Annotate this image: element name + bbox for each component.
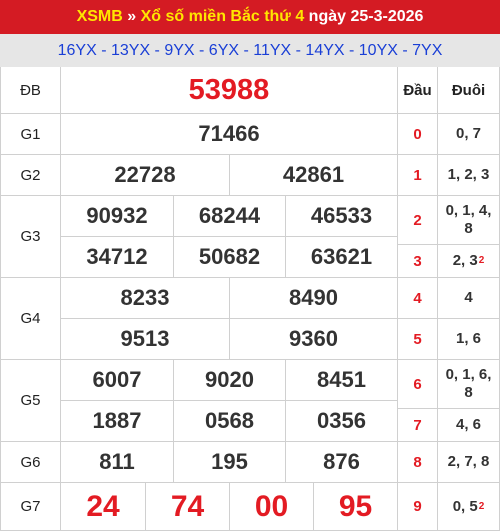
result-table: ĐB 53988 Đầu Đuôi G1 71466 G2 22728 4286…	[0, 67, 500, 531]
label-g7: G7	[0, 483, 61, 531]
header-duoi: Đuôi	[438, 67, 500, 114]
dau-digit: 2	[398, 196, 438, 245]
prize-g4: 9360	[230, 319, 398, 360]
dau-digit: 4	[398, 278, 438, 319]
duoi-count-superscript: 2	[478, 500, 485, 512]
prize-g5: 0356	[286, 401, 398, 442]
dau-digit: 3	[398, 245, 438, 278]
prize-g3: 68244	[174, 196, 286, 237]
header-title: Xổ số miền Bắc thứ 4	[140, 8, 305, 25]
prize-g3: 63621	[286, 237, 398, 278]
duoi-digits: 1, 2, 3	[438, 155, 500, 196]
prize-g7: 74	[146, 483, 230, 531]
duoi-digits: 4	[438, 278, 500, 319]
prize-g6: 876	[286, 442, 398, 483]
duoi-digits: 0, 7	[438, 114, 500, 155]
duoi-digits: 2, 7, 8	[438, 442, 500, 483]
prize-g5: 1887	[61, 401, 174, 442]
prize-g2: 22728	[61, 155, 230, 196]
duoi-digits: 0, 1, 4, 8	[438, 196, 500, 245]
prize-g7: 95	[314, 483, 398, 531]
prize-g4: 9513	[61, 319, 230, 360]
label-g3: G3	[0, 196, 61, 278]
prize-g3: 90932	[61, 196, 174, 237]
prize-g3: 50682	[174, 237, 286, 278]
duoi-count-superscript: 2	[478, 255, 485, 266]
prize-g5: 0568	[174, 401, 286, 442]
prize-g4: 8490	[230, 278, 398, 319]
prize-g2: 42861	[230, 155, 398, 196]
label-g1: G1	[0, 114, 61, 155]
header-separator: »	[122, 8, 141, 25]
ticket-codes: 16YX - 13YX - 9YX - 6YX - 11YX - 14YX - …	[0, 34, 500, 67]
prize-g7: 24	[61, 483, 146, 531]
header-date: ngày 25-3-2026	[304, 8, 424, 25]
duoi-digits: 1, 6	[438, 319, 500, 360]
prize-g6: 811	[61, 442, 174, 483]
duoi-digits: 0, 5	[452, 497, 478, 515]
prize-g3: 34712	[61, 237, 174, 278]
label-g4: G4	[0, 278, 61, 360]
prize-g5: 6007	[61, 360, 174, 401]
label-db: ĐB	[0, 67, 61, 114]
dau-digit: 7	[398, 409, 438, 442]
prize-g3: 46533	[286, 196, 398, 237]
prize-g7: 00	[230, 483, 314, 531]
dau-digit: 9	[398, 483, 438, 531]
label-g2: G2	[0, 155, 61, 196]
duoi-digits: 0, 1, 6, 8	[438, 360, 500, 409]
header-dau: Đầu	[398, 67, 438, 114]
dau-digit: 8	[398, 442, 438, 483]
dau-digit: 6	[398, 360, 438, 409]
prize-g5: 9020	[174, 360, 286, 401]
brand-label: XSMB	[76, 8, 123, 25]
dau-digit: 0	[398, 114, 438, 155]
duoi-digits: 4, 6	[438, 409, 500, 442]
duoi-digits: 2, 3	[452, 252, 478, 269]
prize-g1: 71466	[61, 114, 398, 155]
prize-g4: 8233	[61, 278, 230, 319]
prize-db: 53988	[61, 67, 398, 114]
dau-digit: 1	[398, 155, 438, 196]
prize-g5: 8451	[286, 360, 398, 401]
label-g6: G6	[0, 442, 61, 483]
page-header: XSMB » Xổ số miền Bắc thứ 4 ngày 25-3-20…	[0, 0, 500, 34]
label-g5: G5	[0, 360, 61, 442]
dau-digit: 5	[398, 319, 438, 360]
prize-g6: 195	[174, 442, 286, 483]
